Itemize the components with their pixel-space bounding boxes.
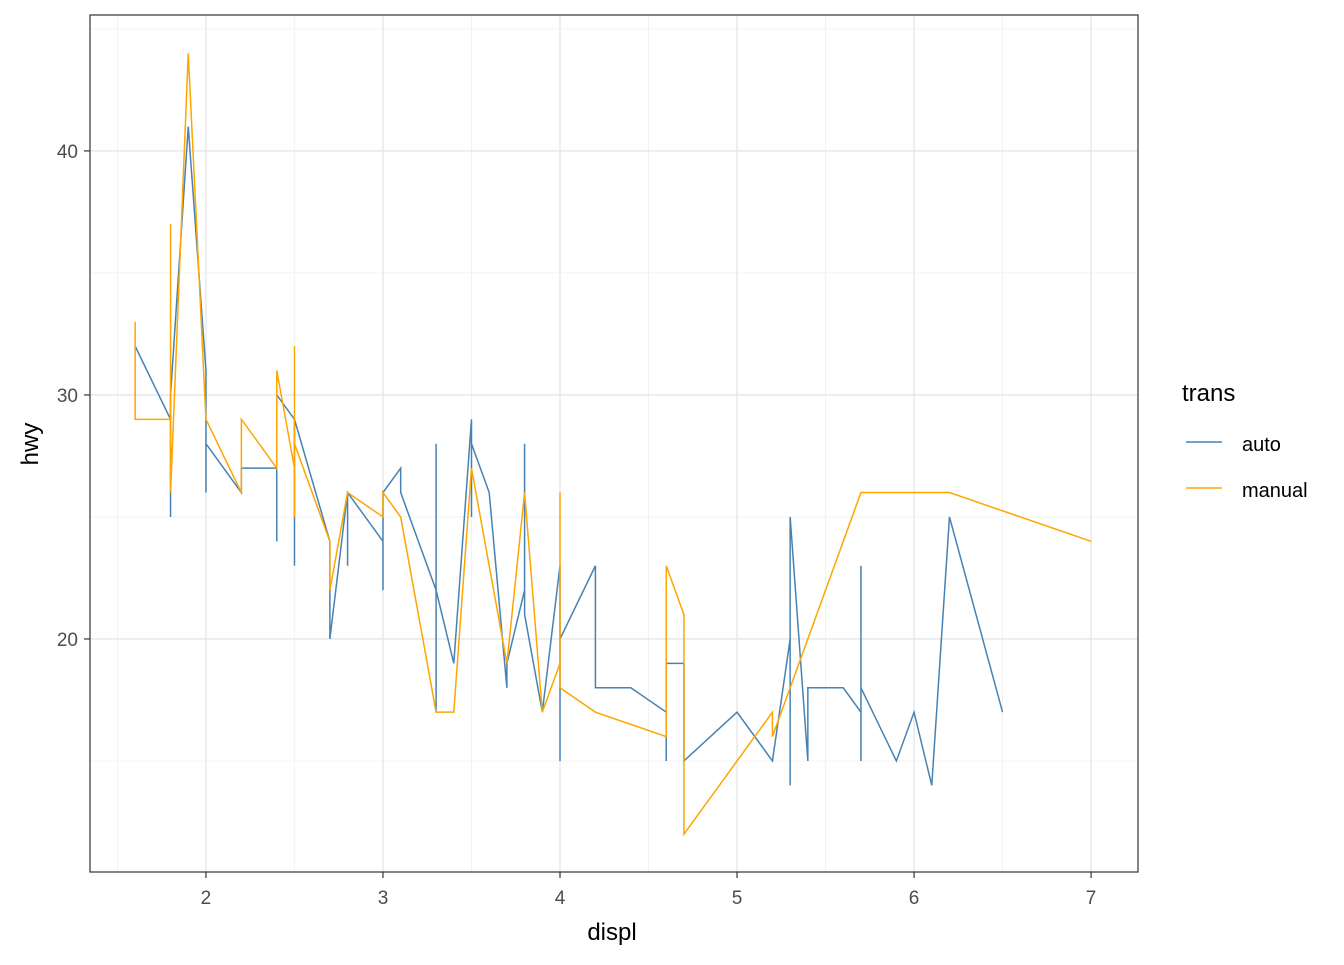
series-lines bbox=[134, 53, 1092, 837]
x-tick-label: 5 bbox=[732, 888, 743, 909]
y-tick-label: 40 bbox=[57, 142, 78, 163]
y-tick-label: 30 bbox=[57, 386, 78, 407]
axes: 2 3 4 5 6 7 20 30 40 bbox=[57, 142, 1097, 909]
x-axis-label: displ bbox=[587, 919, 636, 946]
x-tick-label: 4 bbox=[555, 888, 566, 909]
y-tick-label: 20 bbox=[57, 630, 78, 651]
x-tick-label: 3 bbox=[378, 888, 389, 909]
legend-label-manual: manual bbox=[1242, 480, 1308, 502]
legend: trans auto manual bbox=[1182, 380, 1308, 502]
x-tick-label: 6 bbox=[909, 888, 920, 909]
legend-label-auto: auto bbox=[1242, 434, 1281, 456]
x-tick-label: 2 bbox=[201, 888, 212, 909]
x-tick-label: 7 bbox=[1086, 888, 1097, 909]
series-line-manual bbox=[134, 53, 1092, 837]
y-axis-label: hwy bbox=[17, 423, 44, 466]
panel-border bbox=[89, 14, 1139, 873]
legend-title: trans bbox=[1182, 380, 1235, 407]
series-line-auto bbox=[134, 126, 1004, 786]
gridlines bbox=[90, 15, 1138, 872]
